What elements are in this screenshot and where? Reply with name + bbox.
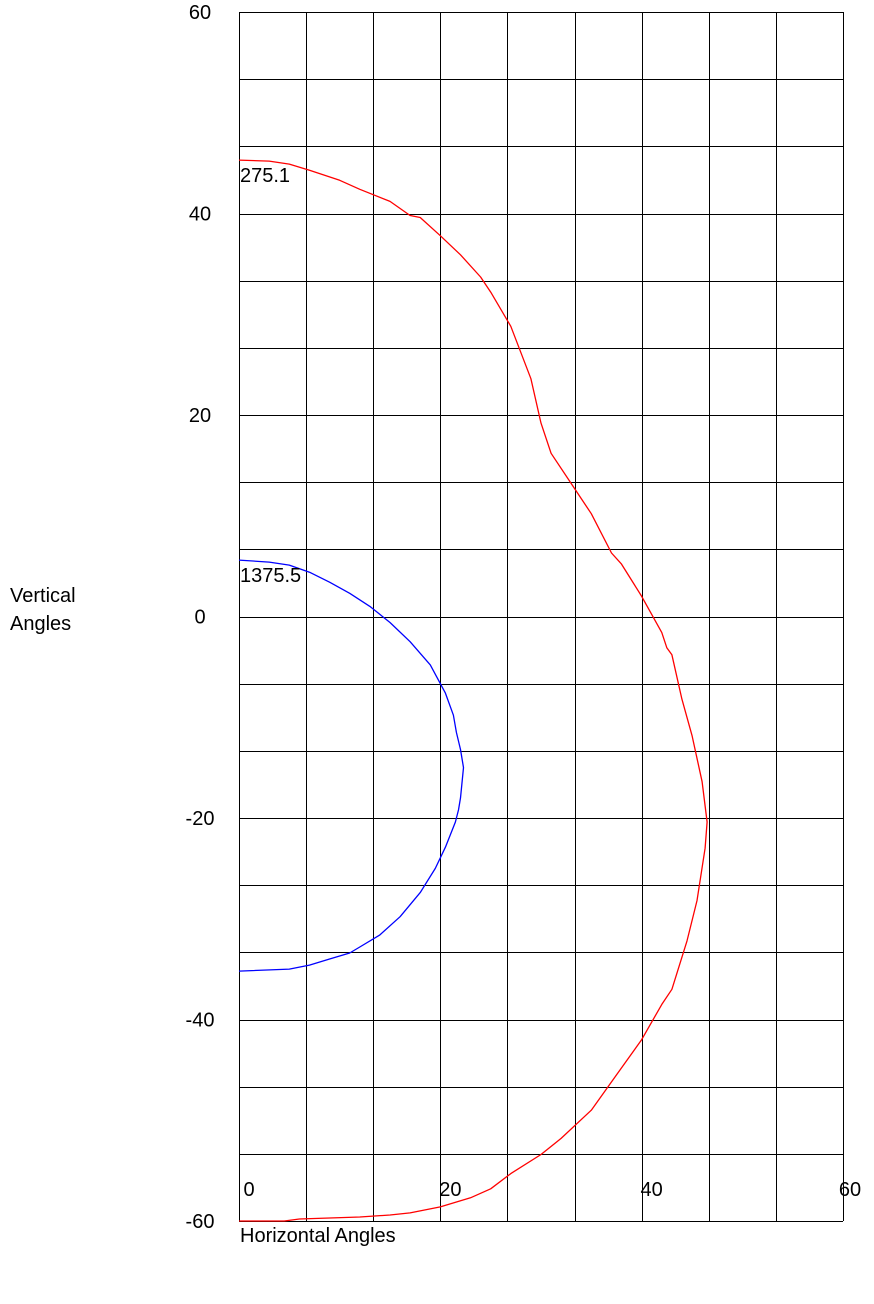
grid (239, 12, 844, 1222)
series-label-2: 1375.5 (240, 565, 301, 587)
series-line-1 (239, 160, 707, 1221)
series-line-2 (239, 560, 464, 971)
y-tick-label: 40 (189, 204, 211, 226)
y-tick-label: -20 (186, 808, 215, 830)
x-tick-label: 40 (641, 1179, 663, 1201)
series-layer (239, 160, 707, 1221)
y-axis-label-line2: Angles (10, 610, 76, 638)
y-axis-label-line1: Vertical (10, 582, 76, 610)
x-tick-label: 20 (439, 1179, 461, 1201)
y-tick-label: 60 (189, 2, 211, 24)
x-axis-label: Horizontal Angles (240, 1222, 396, 1250)
x-tick-label: 60 (839, 1179, 861, 1201)
y-tick-label: 0 (194, 607, 205, 629)
y-tick-label: -60 (186, 1211, 215, 1233)
series-label-1: 275.1 (240, 165, 290, 187)
y-axis-label: Vertical Angles (10, 582, 76, 638)
series-labels: 275.1 1375.5 (240, 165, 301, 587)
y-tick-label: -40 (186, 1010, 215, 1032)
y-tick-label: 20 (189, 405, 211, 427)
x-tick-label: 0 (243, 1179, 254, 1201)
